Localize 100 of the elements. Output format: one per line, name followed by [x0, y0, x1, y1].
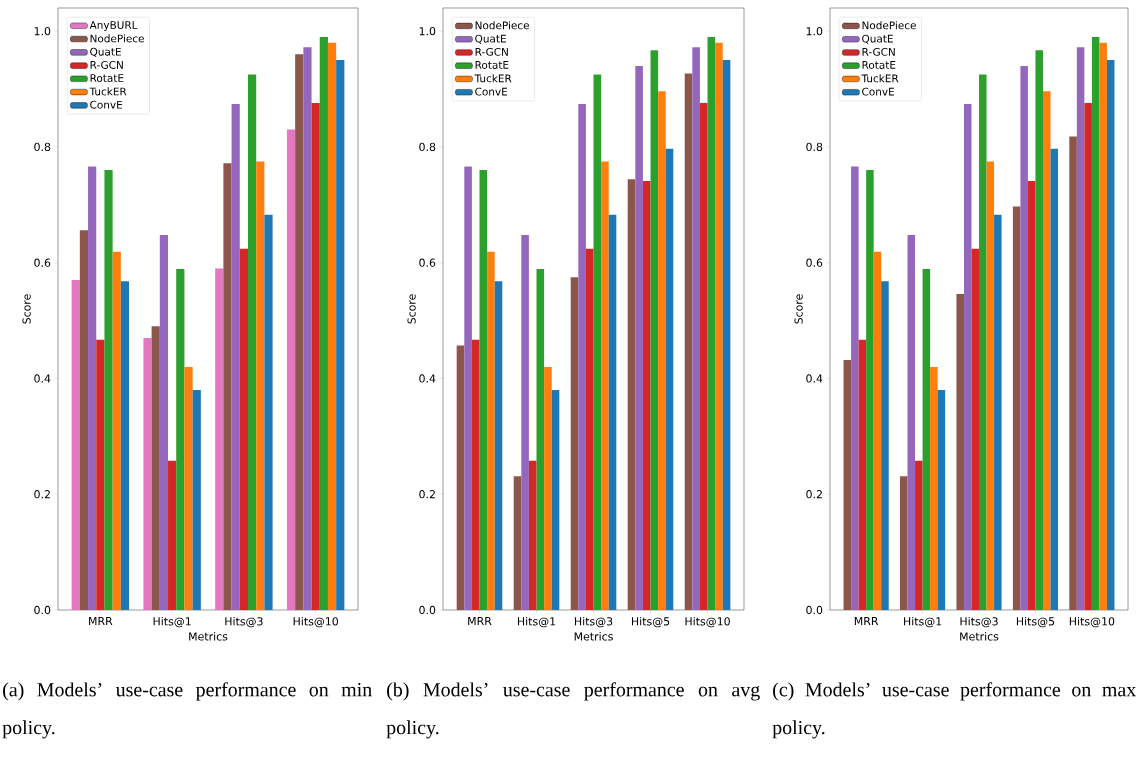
- bar: [900, 476, 908, 610]
- legend-label: ConvE: [475, 87, 508, 96]
- y-tick-label: 0.4: [34, 374, 51, 383]
- y-tick-label: 0.6: [806, 258, 823, 267]
- bar: [528, 460, 537, 610]
- bar: [608, 214, 617, 610]
- bar: [979, 74, 987, 610]
- bar: [303, 47, 312, 610]
- bar: [104, 170, 113, 610]
- bar: [223, 163, 232, 610]
- legend-label: QuatE: [475, 34, 506, 44]
- bar: [1035, 50, 1043, 610]
- bar: [601, 161, 609, 610]
- legend-label: TuckER: [861, 74, 899, 83]
- x-axis-title: Metrics: [960, 632, 999, 641]
- legend-label: NodePiece: [90, 34, 144, 43]
- x-tick-label: Hits@1: [517, 617, 556, 628]
- y-tick-label: 0.6: [34, 258, 51, 267]
- x-tick-label: MRR: [89, 617, 113, 626]
- y-tick-label: 0.8: [806, 142, 823, 152]
- legend-label: ConvE: [90, 100, 123, 109]
- bar: [866, 170, 874, 610]
- bar: [456, 345, 465, 610]
- bar: [1050, 148, 1059, 610]
- bar: [873, 251, 882, 610]
- bar: [215, 268, 224, 610]
- legend-label: TuckER: [89, 87, 127, 96]
- y-tick-label: 0.8: [419, 142, 436, 152]
- x-tick-label: Hits@3: [574, 617, 613, 628]
- bar: [707, 36, 716, 610]
- y-tick-label: 1.0: [806, 27, 823, 36]
- bar: [247, 74, 257, 610]
- x-tick-label: Hits@10: [685, 617, 730, 628]
- x-tick-label: Hits@10: [1069, 617, 1115, 628]
- bar: [88, 166, 97, 610]
- bar: [922, 269, 931, 610]
- bar: [319, 36, 328, 610]
- bar: [151, 326, 160, 610]
- bar: [120, 281, 130, 610]
- y-axis-title: Score: [794, 294, 803, 324]
- bar: [1027, 181, 1036, 610]
- bar: [521, 234, 529, 610]
- bar: [971, 248, 980, 610]
- bar: [239, 248, 248, 610]
- bar: [915, 460, 923, 610]
- bar: [471, 339, 480, 610]
- y-axis-title: Score: [22, 294, 31, 324]
- bar: [464, 166, 472, 610]
- bar: [578, 104, 586, 610]
- y-tick-label: 0.0: [806, 605, 823, 615]
- bar: [858, 339, 867, 610]
- bar: [71, 280, 80, 610]
- x-tick-label: Hits@5: [1016, 617, 1055, 628]
- legend-label: QuatE: [862, 34, 893, 44]
- bar: [1020, 65, 1028, 610]
- y-axis-title: Score: [407, 294, 416, 324]
- legend-label: RotatE: [475, 61, 509, 69]
- bar: [684, 73, 693, 610]
- bar: [159, 234, 169, 610]
- bar: [184, 366, 193, 610]
- bar: [112, 251, 121, 610]
- bar: [986, 161, 995, 610]
- legend-label: NodePiece: [475, 21, 529, 30]
- x-axis-title: Metrics: [574, 632, 613, 641]
- legend-label: AnyBURL: [89, 21, 138, 31]
- bar: [722, 60, 731, 610]
- x-tick-label: Hits@10: [293, 617, 339, 628]
- y-tick-label: 0.0: [34, 605, 51, 615]
- bar: [295, 54, 304, 610]
- text: (a) Models’ use-case performance on min policy.: [2, 682, 372, 739]
- bar: [930, 366, 938, 610]
- x-tick-label: Hits@3: [960, 617, 998, 628]
- bar: [487, 251, 495, 610]
- bar: [143, 337, 152, 610]
- bar: [851, 166, 859, 610]
- bar: [963, 104, 972, 610]
- bar: [1106, 60, 1115, 610]
- bar: [536, 269, 545, 610]
- bar: [231, 104, 240, 610]
- y-tick-label: 0.8: [34, 142, 51, 152]
- bar: [494, 281, 503, 610]
- bar: [593, 74, 602, 610]
- bar: [479, 170, 488, 610]
- bar: [692, 47, 700, 610]
- bar: [937, 390, 946, 610]
- bar: [570, 277, 579, 610]
- bar: [994, 214, 1002, 610]
- x-tick-label: Hits@1: [904, 617, 942, 628]
- bar: [627, 179, 636, 610]
- bar: [551, 390, 560, 610]
- bar: [192, 390, 201, 610]
- x-tick-label: Hits@5: [631, 617, 670, 628]
- bar: [665, 148, 674, 610]
- bar: [176, 269, 185, 610]
- bar: [1076, 47, 1085, 610]
- bar: [336, 60, 345, 610]
- bar: [544, 366, 552, 610]
- y-tick-label: 0.4: [806, 374, 823, 383]
- bar: [650, 50, 659, 610]
- y-tick-label: 0.2: [419, 490, 435, 499]
